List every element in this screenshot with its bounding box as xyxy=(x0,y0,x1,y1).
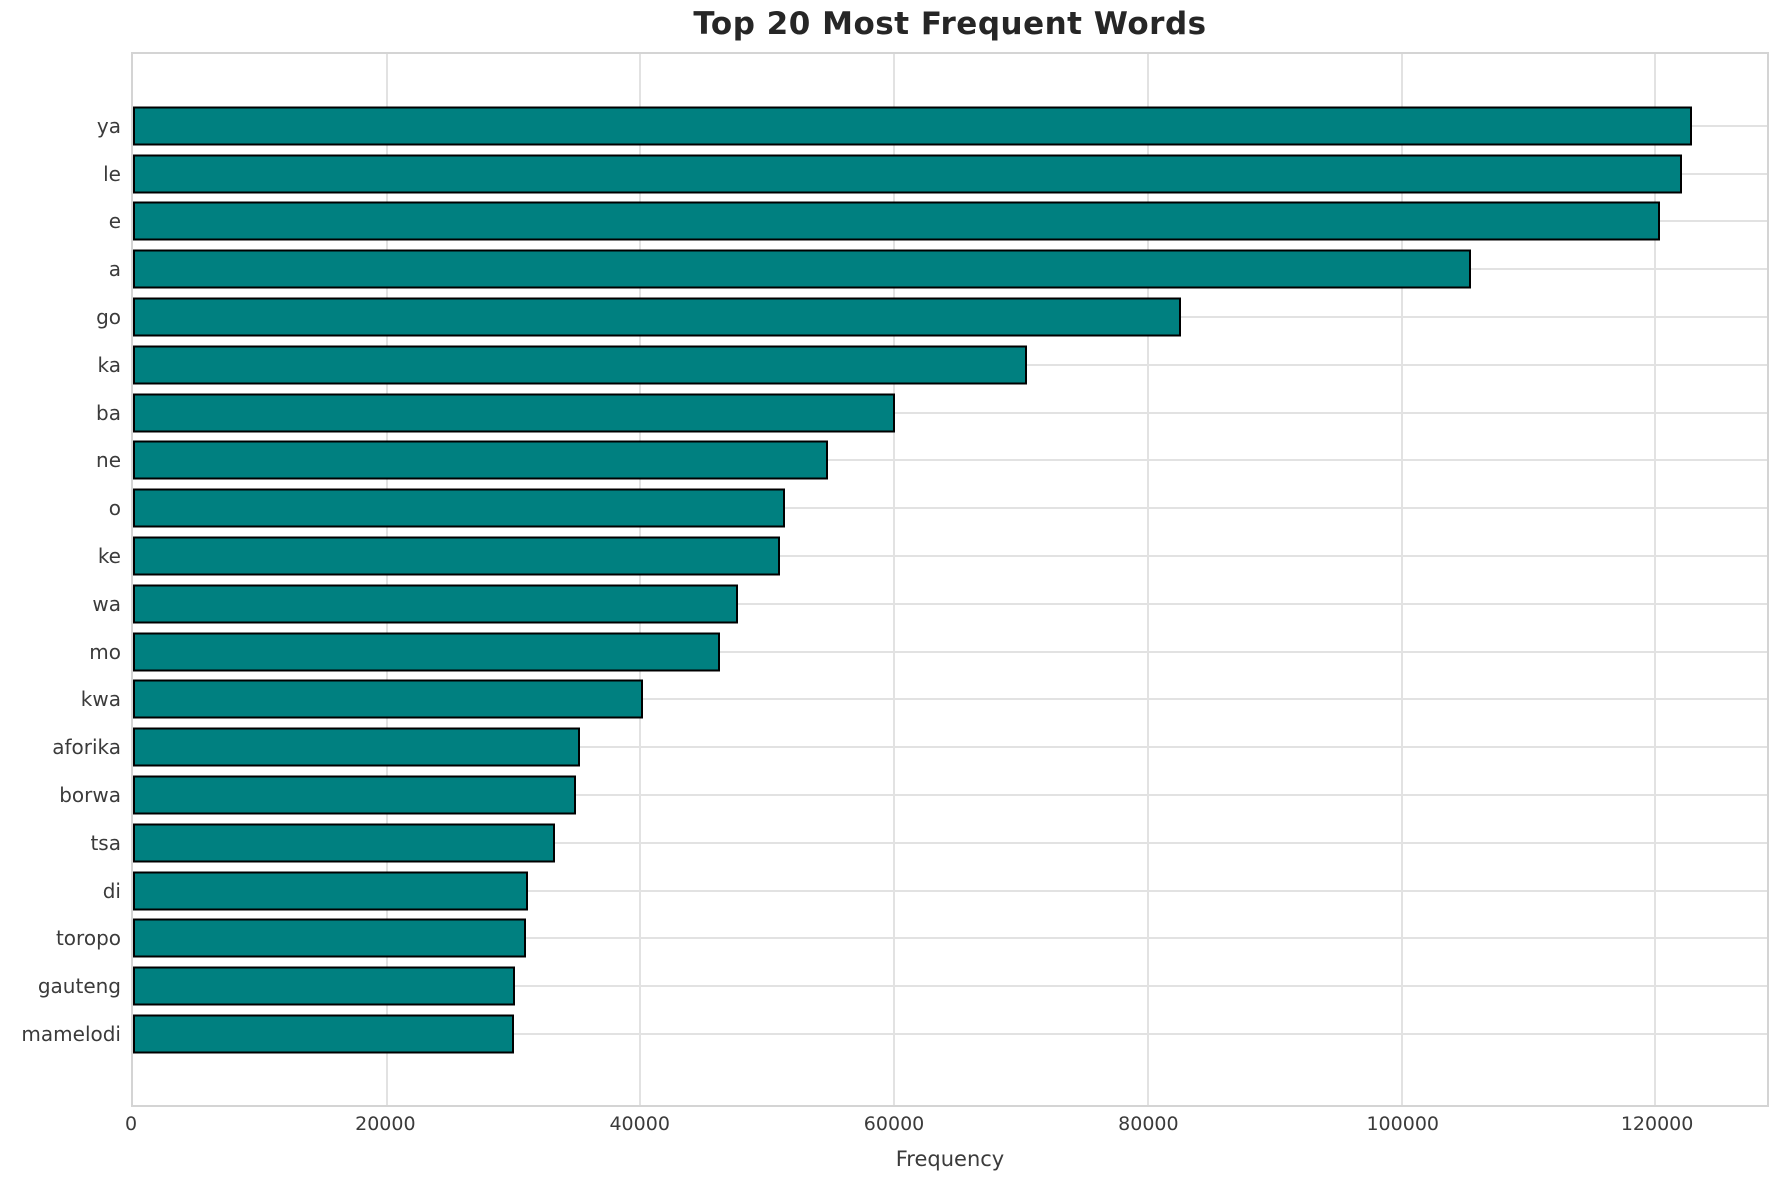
h-gridline xyxy=(133,746,1767,749)
bar-ka xyxy=(133,345,1028,385)
y-tick-label: toropo xyxy=(55,926,121,951)
x-tick-label: 80000 xyxy=(1118,1113,1179,1135)
bar-le xyxy=(133,154,1682,194)
y-tick-label: gauteng xyxy=(37,974,121,999)
bar-row: ya xyxy=(97,102,1767,150)
v-gridline xyxy=(639,54,642,1105)
x-tick-label: 120000 xyxy=(1620,1113,1694,1135)
y-tick-label: a xyxy=(108,257,121,282)
bar-kwa xyxy=(133,679,643,719)
h-gridline xyxy=(133,507,1767,510)
bar-row: a xyxy=(109,245,1767,293)
y-tick-label: go xyxy=(96,305,121,330)
bar-go xyxy=(133,297,1181,337)
x-tick-label: 0 xyxy=(124,1113,138,1135)
bar-ya xyxy=(133,106,1693,146)
bar-row: go xyxy=(96,293,1767,341)
v-gridline xyxy=(893,54,896,1105)
bar-row: toropo xyxy=(56,915,1767,963)
h-gridline xyxy=(133,602,1767,605)
h-gridline xyxy=(133,889,1767,892)
h-gridline xyxy=(133,985,1767,988)
y-tick-label: ke xyxy=(97,544,121,569)
h-gridline xyxy=(133,555,1767,558)
bar-gauteng xyxy=(133,966,515,1006)
h-gridline xyxy=(133,841,1767,844)
bar-wa xyxy=(133,584,739,624)
y-tick-label: o xyxy=(108,496,121,521)
v-gridline xyxy=(1654,54,1657,1105)
h-gridline xyxy=(133,794,1767,797)
bar-ne xyxy=(133,440,829,480)
bar-row: e xyxy=(109,198,1767,246)
y-tick-label: wa xyxy=(92,591,121,616)
bar-rows: ya le e a go ka ba ne o ke wa mo kwa aforika borwa tsa d… xyxy=(21,54,1767,1105)
bar-row: le xyxy=(103,150,1767,198)
bar-row: ba xyxy=(96,389,1767,437)
bar-row: borwa xyxy=(59,771,1767,819)
h-gridline xyxy=(133,698,1767,701)
bar-mamelodi xyxy=(133,1014,514,1054)
y-tick-label: le xyxy=(103,161,121,186)
y-tick-label: borwa xyxy=(59,783,121,808)
x-tick-label: 60000 xyxy=(863,1113,925,1135)
bar-row: mamelodi xyxy=(21,1010,1767,1058)
bar-row: wa xyxy=(92,580,1767,628)
plot-area: ya le e a go ka ba ne o ke wa mo kwa aforika borwa tsa d… xyxy=(21,52,1769,1107)
h-gridline xyxy=(133,1033,1767,1036)
bar-ba xyxy=(133,393,896,433)
bar-row: ke xyxy=(98,532,1767,580)
bar-row: di xyxy=(103,867,1767,915)
h-gridline xyxy=(133,650,1767,653)
y-tick-label: tsa xyxy=(90,830,121,855)
bar-row: gauteng xyxy=(38,962,1767,1010)
y-tick-label: mo xyxy=(89,639,121,664)
y-tick-label: ba xyxy=(96,400,121,425)
bar-e xyxy=(133,201,1661,241)
bar-tsa xyxy=(133,823,556,863)
y-tick-label: e xyxy=(108,209,121,234)
x-tick-label: 40000 xyxy=(609,1113,670,1135)
bar-aforika xyxy=(133,727,580,767)
h-gridline xyxy=(133,459,1767,462)
v-gridline xyxy=(1146,54,1149,1105)
bar-row: o xyxy=(109,484,1767,532)
y-tick-label: kwa xyxy=(80,687,121,712)
x-axis-ticks: 0 20000 40000 60000 80000 100000 120000 xyxy=(125,1113,1769,1141)
y-tick-label: ya xyxy=(96,113,121,138)
bar-row: mo xyxy=(89,628,1767,676)
v-gridline xyxy=(385,54,388,1105)
v-gridline xyxy=(1400,54,1403,1105)
bar-row: kwa xyxy=(81,676,1767,724)
bar-row: tsa xyxy=(90,819,1767,867)
bar-borwa xyxy=(133,775,576,815)
bar-ke xyxy=(133,536,780,576)
x-axis-label: Frequency xyxy=(895,1147,1005,1171)
y-tick-label: mamelodi xyxy=(21,1022,121,1047)
bar-di xyxy=(133,871,528,911)
y-tick-label: ne xyxy=(96,448,121,473)
bar-mo xyxy=(133,632,721,672)
bar-row: ka xyxy=(98,341,1767,389)
chart-title: Top 20 Most Frequent Words xyxy=(693,6,1207,42)
bar-a xyxy=(133,249,1472,289)
bar-row: ne xyxy=(96,437,1767,485)
y-tick-label: ka xyxy=(97,352,122,377)
h-gridline xyxy=(133,937,1767,940)
bar-row: aforika xyxy=(52,723,1767,771)
bar-o xyxy=(133,488,786,528)
bar-toropo xyxy=(133,918,527,958)
y-tick-label: aforika xyxy=(52,735,121,760)
x-tick-label: 100000 xyxy=(1366,1113,1439,1135)
h-gridline xyxy=(133,411,1767,414)
y-tick-label: di xyxy=(102,878,121,903)
x-tick-label: 20000 xyxy=(355,1113,416,1135)
